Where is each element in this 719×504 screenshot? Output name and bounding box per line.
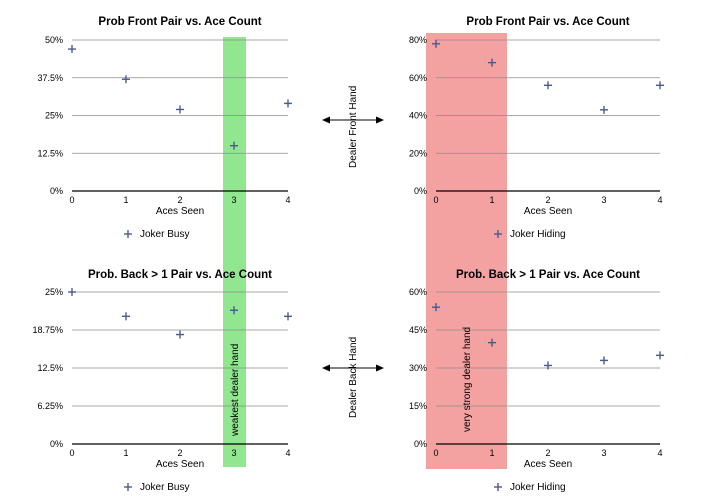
front-hand-connector: Dealer Front Hand [322,86,384,168]
chart-tr: Prob Front Pair vs. Ace Count 0% 20% 40% 60%… [409,16,664,240]
x-tick-label: 4 [657,448,662,458]
y-tick-label: 20% [409,148,427,158]
legend: Joker Busy [124,229,189,240]
x-axis-label: Aces Seen [524,459,572,470]
y-tick-label: 18.75% [32,325,63,335]
chart-bl: Prob. Back > 1 Pair vs. Ace Count 0% 6.25%… [32,269,292,493]
x-tick-label: 3 [231,195,236,205]
data-point [544,81,552,90]
chart-panels: Prob Front Pair vs. Ace Count 0% 12.5% 25% 3… [32,16,664,493]
y-tick-label: 50% [45,35,63,45]
x-tick-label: 4 [657,195,662,205]
chart-tl: Prob Front Pair vs. Ace Count 0% 12.5% 25% 3… [37,16,292,240]
x-tick-label: 2 [545,195,550,205]
x-tick-label: 1 [489,195,494,205]
highlight-band-very-strong [426,33,507,469]
x-axis-label: Aces Seen [156,206,204,217]
highlight-bands [223,33,507,469]
back-hand-label: Dealer Back Hand [348,337,359,418]
y-tick-label: 0% [50,439,63,449]
x-axis-label: Aces Seen [156,459,204,470]
x-tick-label: 3 [601,448,606,458]
y-tick-label: 0% [414,186,427,196]
band-annotation: weakest dealer hand [230,344,241,437]
data-point [656,81,664,90]
chart-title: Prob. Back > 1 Pair vs. Ace Count [88,269,272,281]
x-tick-label: 1 [489,448,494,458]
legend: Joker Hiding [494,229,566,240]
y-tick-label: 45% [409,325,427,335]
y-tick-label: 37.5% [37,73,63,83]
x-tick-label: 0 [69,195,74,205]
chart-br: Prob. Back > 1 Pair vs. Ace Count0%15%30… [409,269,664,493]
x-tick-label: 2 [545,448,550,458]
back-hand-connector: Dealer Back Hand [322,337,384,418]
y-tick-label: 30% [409,363,427,373]
y-tick-label: 40% [409,111,427,121]
x-tick-label: 2 [177,195,182,205]
data-point [230,306,238,315]
x-tick-label: 0 [433,448,438,458]
data-point [600,356,608,365]
front-hand-label: Dealer Front Hand [348,86,359,168]
data-point [122,312,130,321]
data-point [544,361,552,370]
x-tick-label: 4 [285,448,290,458]
x-tick-label: 2 [177,448,182,458]
data-point [176,330,184,339]
data-point [432,303,440,312]
x-tick-label: 1 [123,195,128,205]
y-tick-label: 0% [50,186,63,196]
legend-label: Joker Busy [140,482,189,493]
legend: Joker Hiding [494,482,566,493]
data-point [600,105,608,114]
x-axis-label: Aces Seen [524,206,572,217]
data-point [432,39,440,48]
y-tick-label: 60% [409,287,427,297]
legend-label: Joker Hiding [510,482,566,493]
chart-title: Prob Front Pair vs. Ace Count [98,16,261,28]
y-tick-label: 0% [414,439,427,449]
legend-label: Joker Busy [140,229,189,240]
y-tick-label: 60% [409,73,427,83]
highlight-band-weakest [223,37,246,467]
y-tick-label: 12.5% [37,363,63,373]
data-point [68,288,76,296]
y-tick-label: 25% [45,111,63,121]
data-point [230,141,238,150]
data-point [284,312,292,321]
data-point [284,99,292,108]
data-point [68,45,76,54]
x-tick-label: 0 [433,195,438,205]
data-point [488,338,496,347]
double-arrow-icon [322,116,384,124]
data-point [122,75,130,84]
y-tick-label: 15% [409,401,427,411]
y-tick-label: 12.5% [37,148,63,158]
x-tick-label: 3 [231,448,236,458]
data-point [488,58,496,67]
double-arrow-icon [322,364,384,372]
x-tick-label: 1 [123,448,128,458]
y-tick-label: 6.25% [37,401,63,411]
chart-title: Prob Front Pair vs. Ace Count [466,16,629,28]
data-point [176,105,184,114]
y-tick-label: 80% [409,35,427,45]
x-tick-label: 3 [601,195,606,205]
legend: Joker Busy [124,482,189,493]
band-annotation: very strong dealer hand [462,327,473,432]
chart-title: Prob. Back > 1 Pair vs. Ace Count [456,269,640,281]
y-tick-label: 25% [45,287,63,297]
x-tick-label: 4 [285,195,290,205]
legend-label: Joker Hiding [510,229,566,240]
data-point [656,351,664,360]
x-tick-label: 0 [69,448,74,458]
